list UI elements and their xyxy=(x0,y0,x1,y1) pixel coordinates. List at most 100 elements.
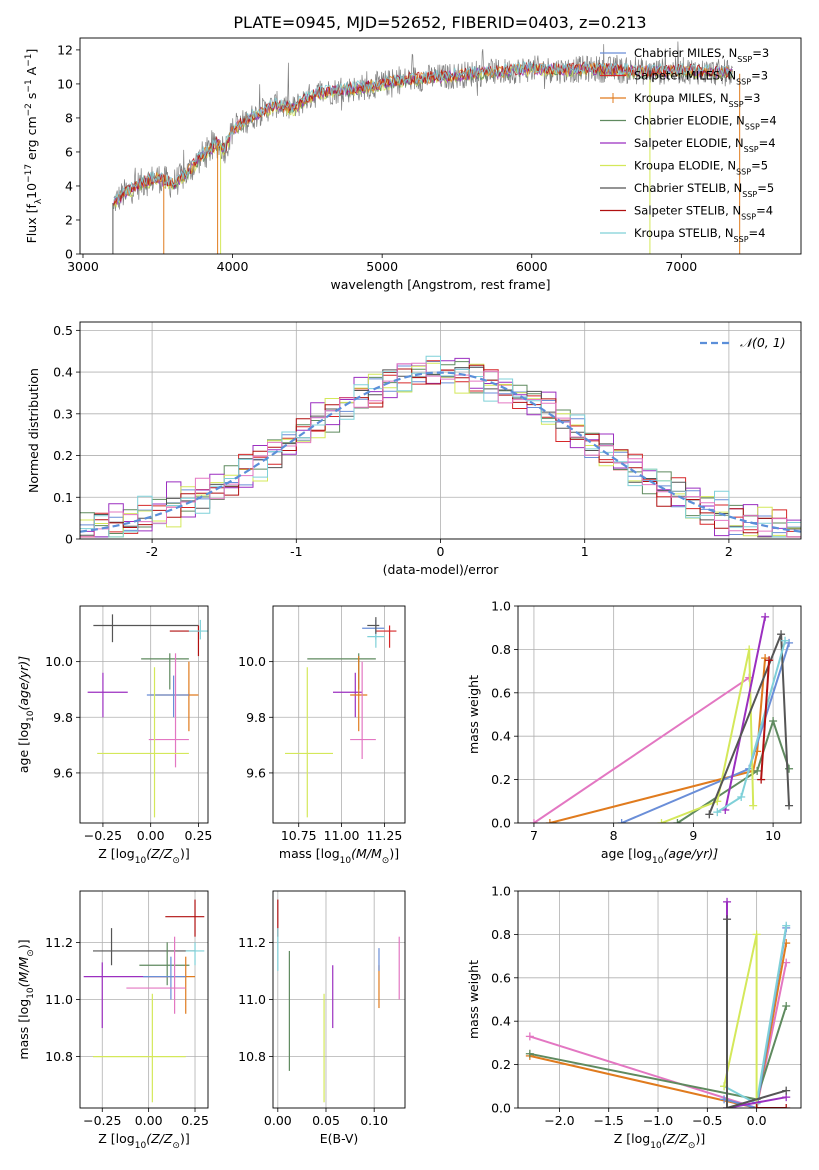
y-tick-label: 10.0 xyxy=(238,654,266,669)
legend-sub: SSP xyxy=(734,235,749,244)
x-tick-label: 0.10 xyxy=(360,1113,388,1128)
weight-marker xyxy=(782,921,791,930)
legend-name: Chabrier ELODIE, N xyxy=(634,114,745,128)
weight-marker xyxy=(745,645,754,654)
label-part: Z [log xyxy=(614,1131,650,1146)
errorbar-point xyxy=(375,625,397,648)
label-part: Flux [f xyxy=(24,204,39,244)
legend-label: Kroupa STELIB, NSSP=4 xyxy=(634,226,765,244)
legend-tail: =3 xyxy=(751,69,768,83)
label-part: Z [log xyxy=(98,846,134,861)
weight-marker xyxy=(761,612,770,621)
label-part: −2 xyxy=(24,103,34,116)
legend-sub: SSP xyxy=(729,100,744,109)
legend-entry: Salpeter MILES, NSSP=3 xyxy=(600,69,768,86)
y-tick-label: 8 xyxy=(65,110,73,125)
x-tick-label: 4000 xyxy=(217,259,249,274)
label-part: (M/M xyxy=(351,846,382,861)
y-tick-label: 0.4 xyxy=(53,365,73,380)
legend-entry: Kroupa ELODIE, NSSP=5 xyxy=(600,159,768,177)
model-spectrum-line xyxy=(113,61,733,203)
x-tick-label: 9 xyxy=(689,828,697,843)
label-part: ⊙ xyxy=(26,949,36,957)
legend-tail: =4 xyxy=(756,204,773,218)
label-part: ⊙ xyxy=(382,856,390,866)
legend-label: Chabrier STELIB, NSSP=5 xyxy=(634,181,774,199)
axes-frame xyxy=(517,890,802,1109)
x-tick-label: 0 xyxy=(437,544,445,559)
plot-area xyxy=(112,41,741,254)
plot-area xyxy=(518,891,801,1108)
label-part: 10 xyxy=(26,987,36,999)
plot-area xyxy=(273,606,405,823)
label-part: −17 xyxy=(24,164,34,183)
legend-entry: Kroupa MILES, NSSP=3 xyxy=(600,91,760,109)
y-tick-label: 12 xyxy=(57,42,73,57)
label-part: )] xyxy=(180,1131,190,1146)
y-axis-label: age [log10(age/yr)] xyxy=(16,656,36,773)
label-part: (Z/Z xyxy=(146,846,173,861)
histogram-series xyxy=(80,355,801,538)
x-axis-label: Z [log10(Z/Z⊙)] xyxy=(98,846,189,866)
x-tick-label: 0.00 xyxy=(137,828,165,843)
y-tick-label: 11.2 xyxy=(238,935,266,950)
label-part: )] xyxy=(695,1131,705,1146)
y-tick-label: 11.0 xyxy=(45,992,73,1007)
y-tick-label: 0.3 xyxy=(53,406,73,421)
legend-name: Kroupa STELIB, N xyxy=(634,226,734,240)
y-tick-label: 0.1 xyxy=(53,490,73,505)
x-axis-label: E(B-V) xyxy=(320,1131,359,1146)
label-part: 10 xyxy=(652,856,664,866)
errorbar-point xyxy=(83,962,168,1029)
y-axis-label: Flux [fλ10−17 erg cm−2 s−1 A−1] xyxy=(24,49,44,244)
label-part: ⊙ xyxy=(172,1141,180,1151)
legend-label: Kroupa ELODIE, NSSP=5 xyxy=(634,159,768,177)
y-tick-label: 10 xyxy=(57,76,73,91)
legend-entry: Kroupa STELIB, NSSP=4 xyxy=(600,226,765,244)
x-tick-label: 2 xyxy=(725,544,733,559)
errorbar-point xyxy=(188,619,208,640)
axes-frame xyxy=(79,605,209,824)
axes-frame xyxy=(79,37,802,255)
axes-frame xyxy=(517,605,802,824)
label-part: 10 xyxy=(650,1141,662,1151)
weight-marker xyxy=(723,1104,732,1108)
y-tick-label: 9.6 xyxy=(246,765,266,780)
weight-marker xyxy=(525,1032,534,1041)
y-tick-label: 10.8 xyxy=(238,1049,266,1064)
legend-tail: =4 xyxy=(759,136,776,150)
y-tick-label: 0.6 xyxy=(491,970,511,985)
weight-marker xyxy=(545,819,554,823)
x-axis-label: wavelength [Angstrom, rest frame] xyxy=(330,277,550,292)
y-tick-label: 0 xyxy=(65,247,73,262)
label-part: mass [log xyxy=(16,999,31,1060)
legend-entry: Salpeter STELIB, NSSP=4 xyxy=(600,204,773,221)
label-part: )] xyxy=(16,939,31,949)
label-part: ⊙ xyxy=(172,856,180,866)
weight-series-line xyxy=(723,927,788,1108)
y-axis-label: mass weight xyxy=(466,675,481,754)
weight-series-line xyxy=(661,649,755,823)
x-tick-label: 7 xyxy=(530,828,538,843)
legend-label: Kroupa MILES, NSSP=3 xyxy=(634,91,760,109)
errorbar-point xyxy=(367,617,380,634)
y-tick-label: 0.0 xyxy=(491,816,511,831)
errorbar-point xyxy=(350,661,376,760)
y-tick-label: 11.0 xyxy=(238,992,266,1007)
legend-sub: SSP xyxy=(744,145,759,154)
label-part: (Z/Z xyxy=(662,1131,689,1146)
x-tick-label: −0.25 xyxy=(83,1113,121,1128)
y-tick-label: 0.8 xyxy=(491,642,511,657)
label-part: −1 xyxy=(24,54,34,67)
weight-series-line xyxy=(724,616,767,811)
y-tick-label: 6 xyxy=(65,144,73,159)
weight-series-line xyxy=(723,925,788,1106)
weight-marker xyxy=(737,792,746,801)
y-tick-label: 0.0 xyxy=(491,1101,511,1116)
x-tick-label: 0.25 xyxy=(181,1113,209,1128)
plot-area xyxy=(273,891,405,1108)
errorbar-point xyxy=(285,667,333,818)
label-part: )] xyxy=(389,846,399,861)
x-axis-label: mass [log10(M/M⊙)] xyxy=(279,846,399,866)
